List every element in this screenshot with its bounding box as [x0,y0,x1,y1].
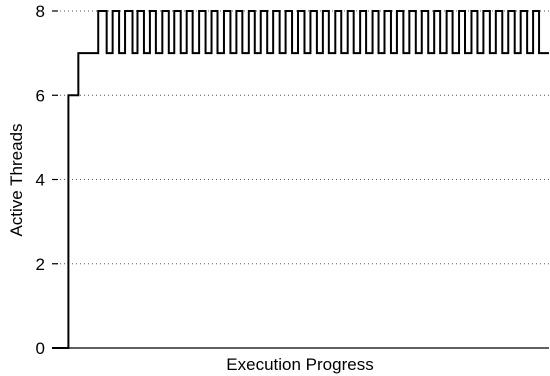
y-ticks: 0 2 4 6 8 [36,2,58,358]
gridlines [52,10,549,265]
y-axis-label: Active Threads [7,123,26,236]
x-axis-label: Execution Progress [226,355,373,374]
series-layer [52,10,549,349]
y-tick-label: 8 [36,2,45,21]
y-tick-label: 6 [36,86,45,105]
active-threads-series-line [52,10,549,349]
y-tick-label: 0 [36,339,45,358]
y-tick-label: 2 [36,255,45,274]
y-tick-label: 4 [36,171,45,190]
